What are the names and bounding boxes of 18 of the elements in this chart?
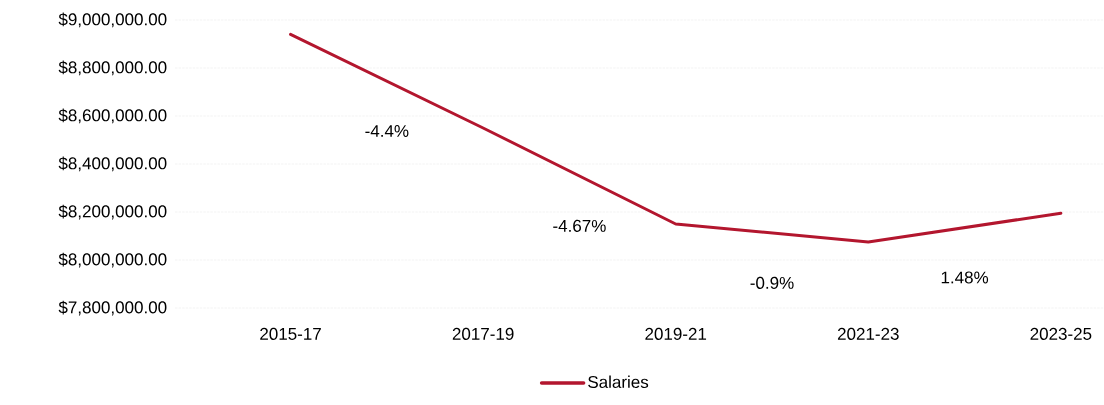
y-tick-label: $8,600,000.00	[58, 108, 167, 124]
annotation: -4.67%	[553, 219, 606, 232]
y-tick-label: $8,400,000.00	[58, 156, 167, 172]
y-tick-label: $7,800,000.00	[58, 300, 167, 316]
x-tick-label: 2015-17	[260, 327, 321, 340]
annotation: -4.4%	[365, 125, 409, 137]
annotation: 1.48%	[941, 271, 989, 284]
line-series	[289, 32, 1063, 244]
y-tick-label: $9,000,000.00	[58, 12, 167, 28]
x-tick-label: 2017-19	[452, 327, 514, 340]
x-tick-label: 2021-23	[837, 327, 899, 340]
annotation: -0.9%	[750, 276, 794, 289]
y-tick-label: $8,800,000.00	[58, 60, 167, 76]
y-tick-label: $8,000,000.00	[58, 252, 167, 268]
x-tick-label: 2023-25	[1030, 327, 1092, 340]
legend-label: Salaries	[588, 375, 649, 389]
y-tick-label: $8,200,000.00	[58, 204, 167, 220]
x-tick-label: 2019-21	[645, 327, 707, 340]
